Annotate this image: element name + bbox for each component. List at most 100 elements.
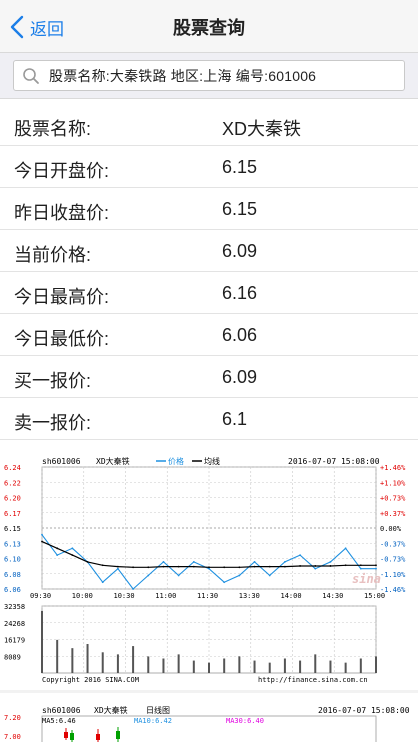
volume-bar — [283, 658, 286, 673]
kline-candle — [70, 733, 74, 740]
series-point-avg — [56, 547, 59, 550]
sina-watermark: sina — [352, 572, 381, 586]
volume-bar — [86, 644, 89, 673]
series-point-price — [147, 574, 150, 577]
pct-tick-label: +1.10% — [380, 479, 406, 487]
series-point-avg — [359, 564, 362, 567]
volume-bar — [314, 654, 317, 673]
price-tick-label: 6.10 — [4, 556, 21, 564]
series-point-avg — [238, 566, 241, 569]
row-prev-close: 昨日收盘价: 6.15 — [0, 188, 418, 230]
series-point-avg — [147, 566, 150, 569]
series-point-avg — [71, 554, 74, 557]
series-point-price — [238, 574, 241, 577]
pct-tick-label: +1.46% — [380, 464, 406, 472]
kline-ma30: MA30:6.40 — [226, 717, 264, 725]
kline-ma5: MA5:6.46 — [42, 717, 76, 725]
price-tick-label: 6.15 — [4, 525, 21, 533]
chart-copyright: Copyright 2016 SINA.COM — [42, 676, 139, 684]
price-tick-label: 6.22 — [4, 479, 21, 487]
chart-datetime: 2016-07-07 15:08:00 — [288, 457, 380, 466]
series-point-price — [101, 581, 104, 584]
price-tick-label: 6.24 — [4, 464, 21, 472]
chart-area: sh601006 XD大秦铁 价格 均线 2016-07-07 15:08:00… — [0, 440, 418, 747]
series-point-avg — [344, 564, 347, 567]
series-point-price — [314, 567, 317, 570]
series-point-avg — [284, 565, 286, 568]
series-point-price — [359, 567, 362, 570]
back-button[interactable]: 返回 — [10, 14, 64, 40]
volume-bar — [268, 662, 271, 673]
series-point-avg — [162, 565, 165, 568]
row-open-price: 今日开盘价: 6.15 — [0, 146, 418, 188]
kline-code: sh601006 — [42, 706, 81, 715]
chart-divider — [0, 690, 418, 693]
kline-ytick-2: 7.00 — [4, 733, 21, 741]
series-point-price — [208, 567, 210, 570]
volume-bars — [41, 610, 377, 673]
row-label: 买一报价: — [14, 371, 92, 391]
search-input[interactable]: 股票名称:大秦铁路 地区:上海 编号:601006 — [13, 60, 405, 91]
price-tick-label: 6.20 — [4, 495, 21, 503]
series-point-avg — [117, 565, 119, 568]
series-point-price — [117, 567, 119, 570]
row-value: 6.09 — [222, 367, 258, 387]
chart-source-url: http://finance.sina.com.cn — [258, 676, 368, 684]
kline-candle — [64, 732, 68, 738]
row-value: 6.15 — [222, 157, 258, 177]
kline-candle — [116, 731, 120, 739]
volume-bar — [299, 660, 302, 673]
kline-candles — [64, 727, 120, 742]
volume-bar — [375, 656, 377, 673]
series-point-price — [253, 560, 256, 563]
row-stock-name: 股票名称: XD大秦铁 — [0, 104, 418, 146]
series-point-avg — [101, 564, 104, 567]
volume-tick-label: 8089 — [4, 653, 21, 661]
series-point-price — [132, 588, 134, 590]
pct-tick-label: +0.73% — [380, 495, 406, 503]
series-point-price — [344, 547, 347, 550]
row-label: 昨日收盘价: — [14, 203, 110, 223]
time-tick-label: 15:00 — [364, 592, 385, 600]
row-label: 今日开盘价: — [14, 161, 110, 181]
volume-bar — [359, 658, 362, 673]
series-point-avg — [132, 566, 134, 569]
pct-tick-label: -1.46% — [380, 586, 406, 594]
row-bid-price: 买一报价: 6.09 — [0, 356, 418, 398]
kline-ytick-1: 7.20 — [4, 714, 21, 722]
row-high-price: 今日最高价: 6.16 — [0, 272, 418, 314]
series-point-avg — [192, 565, 195, 568]
chevron-left-icon — [10, 15, 24, 39]
volume-bar — [116, 654, 119, 673]
time-tick-label: 09:30 — [30, 592, 51, 600]
kline-datetime: 2016-07-07 15:08:00 — [318, 706, 410, 715]
series-point-price — [177, 574, 180, 577]
series-point-price — [162, 560, 165, 563]
volume-tick-label: 24268 — [4, 620, 25, 628]
pct-tick-label: +0.37% — [380, 510, 406, 518]
search-bar: 股票名称:大秦铁路 地区:上海 编号:601006 — [0, 53, 418, 99]
kline-stock-name: XD大秦铁 — [94, 705, 128, 715]
volume-bar — [238, 656, 241, 673]
legend-price-label: 价格 — [168, 456, 184, 466]
chart-grid — [41, 466, 377, 673]
row-ask-price: 卖一报价: 6.1 — [0, 398, 418, 440]
row-label: 股票名称: — [14, 119, 92, 139]
series-point-avg — [314, 565, 317, 567]
time-tick-label: 11:30 — [197, 592, 218, 600]
series-point-avg — [375, 564, 377, 567]
volume-tick-label: 16179 — [4, 637, 25, 645]
pct-tick-label: -1.10% — [380, 571, 406, 579]
volume-bar — [344, 662, 347, 673]
row-value: 6.1 — [222, 409, 248, 429]
volume-tick-label: 32358 — [4, 603, 25, 611]
time-tick-label: 10:30 — [114, 592, 135, 600]
series-point-price — [268, 574, 271, 577]
time-tick-label: 14:30 — [322, 592, 343, 600]
row-label: 今日最高价: — [14, 287, 110, 307]
volume-bar — [56, 639, 59, 673]
volume-bar — [162, 658, 165, 673]
chart-series — [41, 533, 377, 590]
chart-stock-name: XD大秦铁 — [96, 456, 130, 466]
pct-tick-label: -0.73% — [380, 556, 406, 564]
